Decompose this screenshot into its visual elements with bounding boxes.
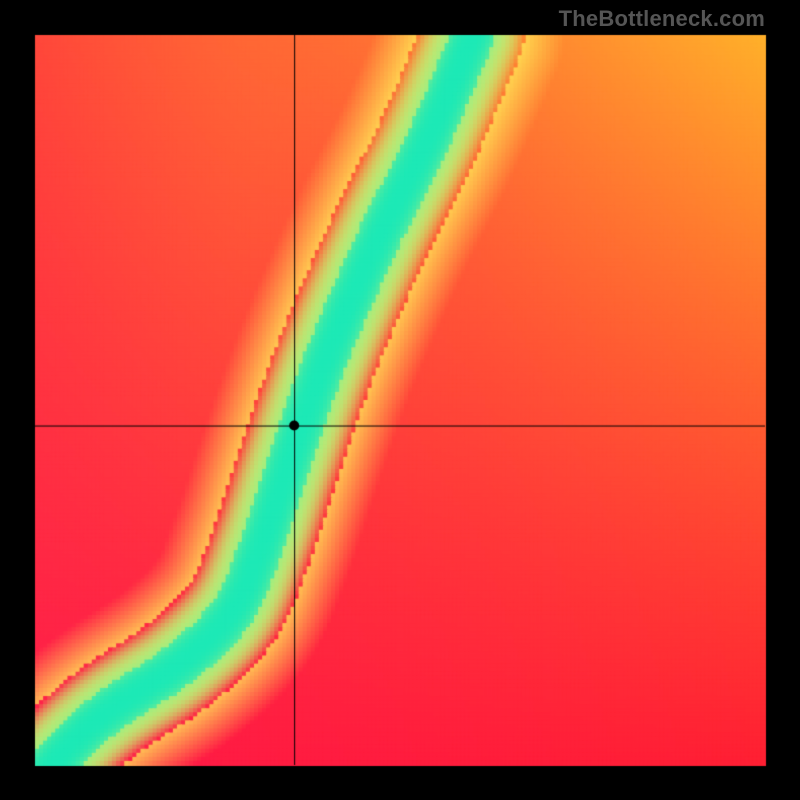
- watermark-text: TheBottleneck.com: [559, 6, 765, 32]
- bottleneck-heatmap: [0, 0, 800, 800]
- chart-container: TheBottleneck.com: [0, 0, 800, 800]
